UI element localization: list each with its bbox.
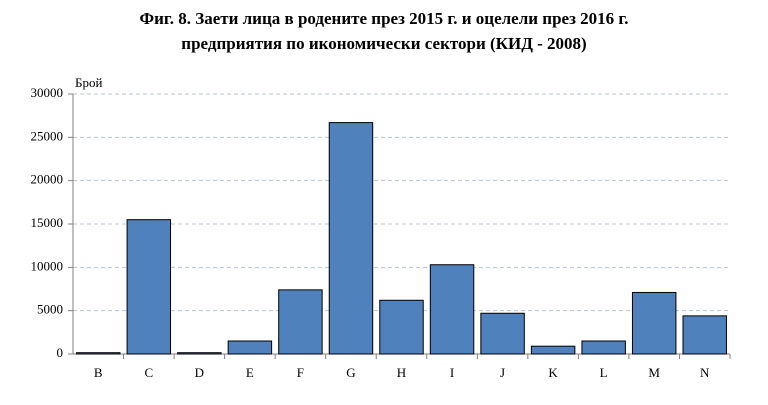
bar	[682, 315, 727, 355]
x-tick-label: G	[346, 365, 355, 380]
x-tick-label: F	[297, 365, 304, 380]
bar	[530, 345, 576, 355]
y-tick-label: 0	[57, 345, 64, 360]
y-tick-label: 25000	[31, 128, 64, 143]
bar	[126, 219, 172, 355]
x-tick-label: M	[648, 365, 660, 380]
bar	[227, 340, 273, 355]
bar	[631, 291, 677, 355]
x-tick-label: K	[548, 365, 558, 380]
x-tick-label: D	[195, 365, 204, 380]
bar	[429, 264, 475, 355]
chart-title: предприятия по икономически сектори (КИД…	[181, 34, 586, 53]
x-tick-label: E	[246, 365, 254, 380]
y-tick-label: 20000	[31, 172, 64, 187]
y-axis-label: Брой	[75, 75, 102, 90]
bar	[480, 312, 525, 355]
x-tick-label: N	[700, 365, 710, 380]
y-tick-label: 15000	[31, 215, 64, 230]
x-tick-label: H	[397, 365, 406, 380]
x-tick-label: J	[500, 365, 505, 380]
bar	[76, 352, 121, 355]
chart-title: Фиг. 8. Заети лица в родените през 2015 …	[140, 9, 629, 28]
bar	[278, 289, 323, 355]
x-tick-label: I	[450, 365, 454, 380]
bar	[379, 299, 424, 355]
bar	[328, 122, 374, 355]
x-tick-label: C	[144, 365, 153, 380]
bar	[177, 352, 222, 355]
x-tick-label: L	[600, 365, 608, 380]
y-tick-label: 10000	[31, 258, 64, 273]
bar	[581, 340, 626, 355]
y-tick-label: 30000	[31, 85, 64, 100]
x-tick-label: B	[94, 365, 103, 380]
y-tick-label: 5000	[37, 302, 63, 317]
